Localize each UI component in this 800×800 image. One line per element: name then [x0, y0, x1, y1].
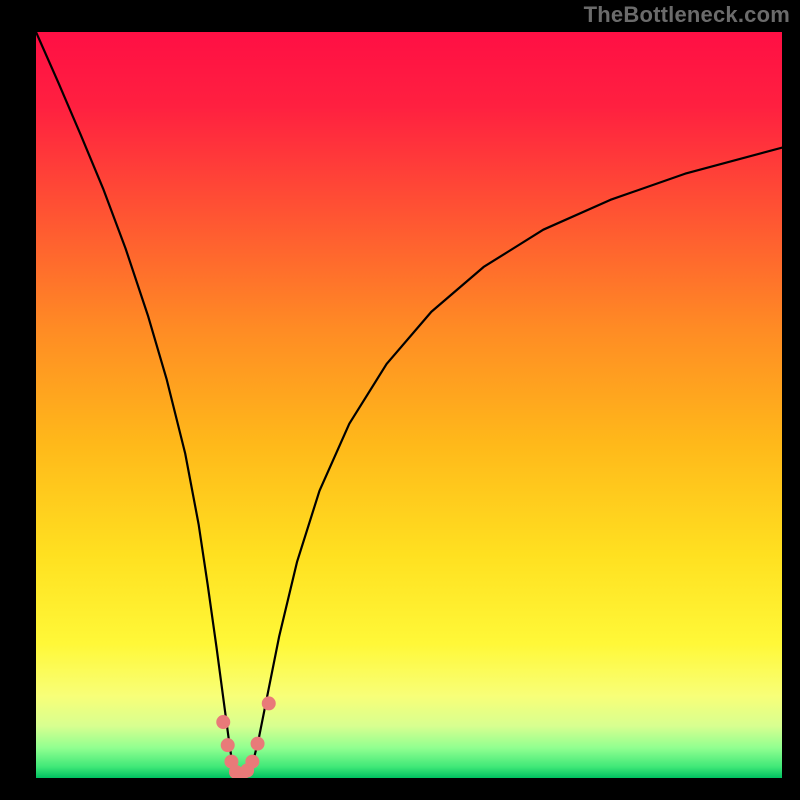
curve-marker	[262, 697, 275, 710]
bottleneck-curve-chart	[0, 0, 800, 800]
watermark-text: TheBottleneck.com	[584, 2, 790, 28]
curve-marker	[246, 755, 259, 768]
chart-container: TheBottleneck.com	[0, 0, 800, 800]
plot-background-gradient	[36, 32, 782, 778]
curve-marker	[217, 716, 230, 729]
curve-marker	[251, 737, 264, 750]
curve-marker	[221, 739, 234, 752]
